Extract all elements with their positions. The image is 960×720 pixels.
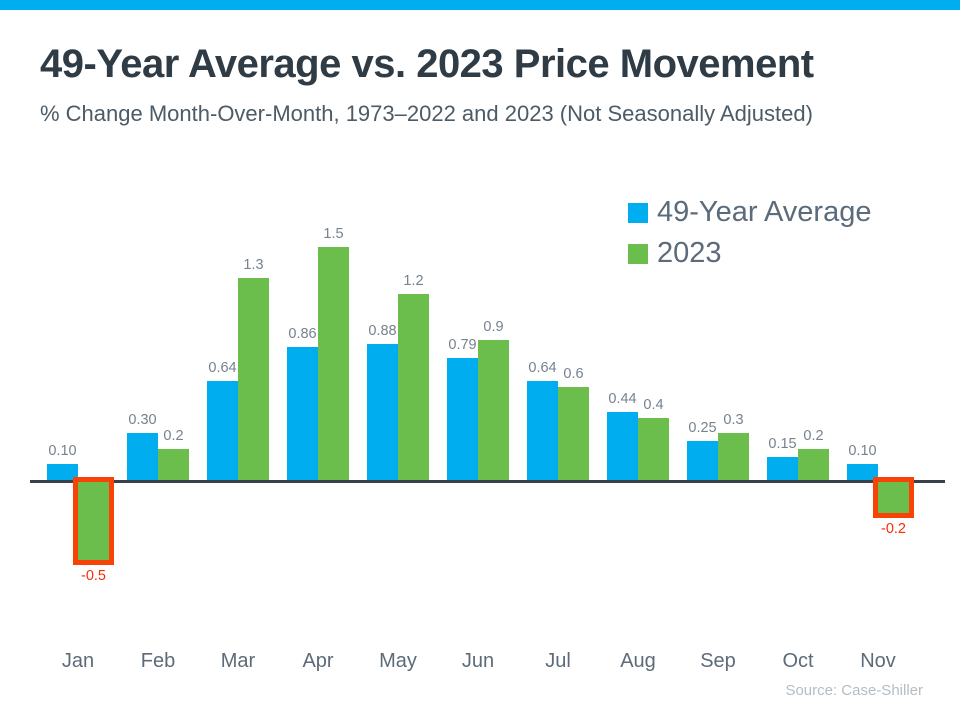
bar-49yr-average-apr [287,347,318,480]
legend-label: 49-Year Average [657,196,872,228]
bar-2023-nov-negative-highlighted [873,477,914,518]
x-axis-label-jan: Jan [61,650,95,672]
bar-2023-jun [478,340,509,480]
bar-value-label: 0.79 [448,337,477,353]
x-axis-label-oct: Oct [782,650,814,672]
bar-value-label: 0.9 [483,319,504,335]
bar-value-label: 1.5 [323,226,344,242]
bar-value-label: 0.30 [128,412,157,428]
top-accent-band [0,0,960,10]
bar-49yr-average-oct [767,457,798,480]
bar-2023-may [398,294,429,480]
legend-swatch-2023-icon [628,243,648,264]
bar-value-label: 0.15 [768,436,797,452]
bar-value-label: 0.64 [208,360,237,376]
bar-49yr-average-sep [687,441,718,480]
bar-2023-sep [718,433,749,480]
legend-item-49yr-average: 49-Year Average [628,192,871,233]
page-title: 49-Year Average vs. 2023 Price Movement [40,42,814,86]
bar-49yr-average-aug [607,412,638,480]
bar-value-label: 0.88 [368,323,397,339]
legend-swatch-49yr-icon [628,202,648,223]
x-axis-label-apr: Apr [302,650,334,672]
bar-value-label: 0.6 [563,366,584,382]
bar-value-label: 0.2 [803,428,824,444]
bar-value-label: 0.4 [643,397,664,413]
x-axis-line [30,480,945,483]
bar-49yr-average-feb [127,433,158,480]
bar-value-label: 0.2 [163,428,184,444]
bar-49yr-average-jul [527,381,558,480]
x-axis-label-jun: Jun [461,650,495,672]
bar-value-label: 0.10 [48,443,77,459]
x-axis-label-feb: Feb [140,650,176,672]
x-axis-label-jul: Jul [545,650,571,672]
bar-value-label: 0.86 [288,326,317,342]
x-axis-label-nov: Nov [860,650,896,672]
bar-value-label: 1.2 [403,273,424,289]
bar-2023-jan-negative-highlighted [73,477,114,565]
bar-value-label: 0.64 [528,360,557,376]
bar-49yr-average-may [367,344,398,480]
bar-2023-oct [798,449,829,480]
bar-49yr-average-nov [847,464,878,480]
bar-value-label: 0.25 [688,420,717,436]
bar-2023-jul [558,387,589,480]
x-axis-label-mar: Mar [220,650,256,672]
chart-legend: 49-Year Average 2023 [628,192,871,274]
bar-2023-aug [638,418,669,480]
bar-2023-feb [158,449,189,480]
bar-value-label: 0.3 [723,412,744,428]
bar-49yr-average-jan [47,464,78,480]
x-axis-label-may: May [379,650,417,672]
bar-49yr-average-mar [207,381,238,480]
page-subtitle: % Change Month-Over-Month, 1973–2022 and… [40,101,813,126]
bar-value-label: 0.10 [848,443,877,459]
x-axis-label-aug: Aug [620,650,656,672]
source-credit: Source: Case-Shiller [785,682,923,699]
x-axis-label-sep: Sep [700,650,736,672]
bar-value-label: 1.3 [243,257,264,273]
bar-value-label: -0.2 [881,521,906,537]
bar-value-label: -0.5 [81,568,106,584]
legend-item-2023: 2023 [628,233,871,274]
legend-label: 2023 [657,237,722,269]
bar-value-label: 0.44 [608,391,637,407]
bar-2023-apr [318,247,349,480]
bar-2023-mar [238,278,269,480]
bar-49yr-average-jun [447,358,478,480]
